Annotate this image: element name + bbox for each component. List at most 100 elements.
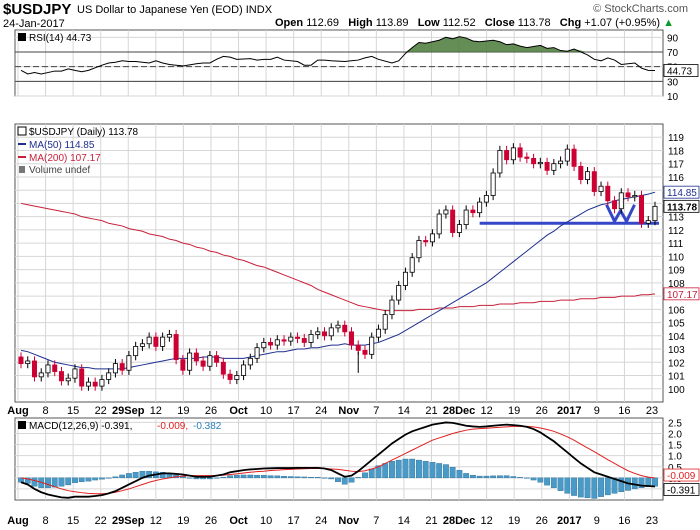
macd-histogram-bar — [469, 474, 476, 479]
macd-x-tick-label: 26 — [536, 515, 548, 527]
macd-histogram-bar — [126, 473, 132, 479]
macd-x-tick-label: 9 — [594, 515, 600, 527]
candle-body — [436, 213, 442, 235]
macd-histogram-bar — [638, 477, 645, 489]
candle-body — [551, 163, 557, 171]
close-value-box — [663, 199, 700, 213]
price-tick-label: 118 — [668, 146, 684, 157]
macd-histogram-bar — [206, 477, 213, 480]
macd-histogram-bar — [99, 477, 105, 480]
ohlc-bar: Open 112.69 High 113.89 Low 112.52 Close… — [275, 17, 675, 29]
volume-legend: Volume undef — [29, 165, 90, 176]
macd-histogram-bar — [577, 477, 584, 498]
candle-body — [348, 331, 354, 346]
ma200-value-box — [663, 287, 700, 301]
candle-body — [639, 195, 645, 224]
macd-histogram-bar — [220, 476, 227, 479]
macd-histogram-bar — [523, 477, 530, 479]
header-symbol: $USDJPY — [3, 1, 72, 18]
price-tick-label: 116 — [668, 173, 684, 184]
candle-body — [423, 240, 429, 243]
macd-x-tick-label: 16 — [618, 515, 630, 527]
macd-histogram-bar — [564, 477, 571, 494]
candle-body — [355, 344, 361, 351]
macd-tick-label: 2.0 — [668, 430, 682, 441]
candle-body — [632, 195, 638, 198]
macd-histogram-bar — [193, 477, 200, 480]
macd-histogram-bar — [422, 461, 429, 479]
macd-histogram-bar — [186, 477, 193, 479]
price-x-tick-label: 17 — [288, 405, 300, 417]
macd-x-tick-label: 12 — [150, 515, 162, 527]
macd-histogram-bar — [85, 477, 92, 482]
macd-legend-swatch — [18, 421, 26, 429]
macd-histogram-bar — [416, 459, 422, 479]
macd-histogram-bar — [65, 477, 72, 486]
macd-x-tick-label: 15 — [67, 515, 79, 527]
candle-body — [274, 339, 280, 346]
candle-body — [200, 360, 206, 367]
candle-body — [443, 209, 449, 215]
macd-x-tick-label: 19 — [177, 515, 189, 527]
macd-histogram-bar — [490, 475, 497, 479]
candle-body — [537, 161, 543, 165]
price-x-tick-label: 28Dec — [443, 405, 475, 417]
macd-x-tick-label: 8 — [43, 515, 49, 527]
ma200-value-label: 107.17 — [667, 290, 698, 301]
macd-histogram-bar — [443, 464, 449, 479]
price-tick-label: 105 — [668, 319, 685, 330]
price-tick-label: 100 — [668, 385, 685, 396]
candle-body — [531, 158, 537, 165]
candle-body — [99, 379, 105, 387]
candle-body — [65, 377, 71, 382]
candle-body — [301, 338, 307, 343]
candle-body — [254, 347, 260, 359]
macd-histogram-bar — [314, 476, 321, 479]
macd-x-tick-label: 26 — [205, 515, 217, 527]
header-date: 24-Jan-2017 — [3, 18, 65, 30]
brand-logo[interactable]: © StockCharts.com — [593, 3, 688, 15]
macd-histogram-bar — [105, 477, 112, 479]
price-tick-label: 108 — [668, 279, 685, 290]
macd-histogram-bar — [227, 475, 233, 479]
macd-histogram-bar — [328, 477, 335, 480]
candle-body — [58, 371, 64, 382]
candle-body — [234, 375, 240, 380]
macd-histogram-bar — [254, 474, 260, 479]
candle-body — [544, 161, 550, 171]
rsi-value-box — [663, 64, 699, 77]
macd-signal-value-label: -0.009 — [667, 471, 696, 482]
macd-histogram-bar — [78, 477, 85, 483]
candle-body — [335, 324, 341, 329]
candle-body — [585, 171, 591, 181]
macd-histogram-bar — [496, 475, 503, 479]
macd-histogram-bar — [213, 477, 220, 479]
price-x-tick-label: 9 — [594, 405, 600, 417]
macd-histogram-bar — [510, 476, 517, 479]
price-tick-label: 104 — [668, 332, 685, 343]
candle-body — [207, 355, 213, 367]
candle-body — [18, 356, 24, 365]
macd-x-tick-label: 23 — [646, 515, 658, 527]
price-tick-label: 110 — [668, 252, 684, 263]
candle-body — [524, 156, 530, 159]
price-panel-frame — [14, 123, 664, 403]
price-x-tick-label: 7 — [373, 405, 379, 417]
macd-histogram-bar — [233, 474, 240, 479]
macd-hist-legend: -0.382 — [193, 421, 222, 432]
price-tick-label: 106 — [668, 305, 685, 316]
macd-x-tick-label: 28Dec — [443, 515, 475, 527]
macd-histogram-bar — [24, 477, 31, 484]
macd-histogram-bar — [308, 476, 314, 479]
rsi-tick-label: 70 — [667, 48, 679, 59]
price-tick-label: 111 — [668, 239, 684, 250]
price-x-tick-label: 19 — [177, 405, 189, 417]
price-x-tick-label: 14 — [398, 405, 410, 417]
candle-body — [119, 363, 125, 371]
candle-body — [139, 343, 145, 347]
macd-x-tick-label: 17 — [288, 515, 300, 527]
macd-x-tick-label: 24 — [315, 515, 327, 527]
candle-body — [241, 364, 247, 376]
macd-histogram-bar — [341, 477, 348, 485]
